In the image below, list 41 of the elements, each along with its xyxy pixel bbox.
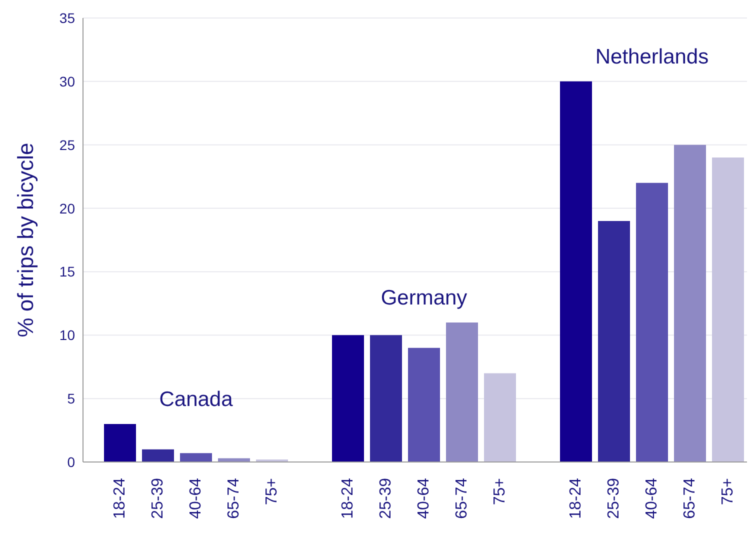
annotation: Canada bbox=[159, 388, 234, 412]
x-tick-label: 65-74 bbox=[682, 478, 698, 519]
x-tick-label: 40-64 bbox=[416, 478, 432, 519]
x-tick-label: 75+ bbox=[492, 478, 508, 506]
x-tick-label: 65-74 bbox=[226, 478, 242, 519]
x-tick-label: 75+ bbox=[720, 478, 736, 506]
y-tick-label: 30 bbox=[59, 73, 76, 90]
x-tick-label: 18-24 bbox=[340, 478, 356, 519]
bar bbox=[484, 373, 516, 462]
bar bbox=[332, 335, 364, 462]
x-tick-label: 25-39 bbox=[606, 478, 622, 519]
bar bbox=[104, 424, 136, 462]
x-tick-label: 40-64 bbox=[188, 478, 204, 519]
x-tick-label: 65-74 bbox=[454, 478, 470, 519]
bar bbox=[712, 158, 744, 462]
x-tick-label: 25-39 bbox=[150, 478, 166, 519]
annotation: Germany bbox=[380, 286, 468, 310]
y-tick-label: 10 bbox=[59, 327, 76, 344]
bar bbox=[370, 335, 402, 462]
y-tick-label: 15 bbox=[59, 264, 76, 280]
y-tick-label: 20 bbox=[59, 200, 76, 216]
y-axis-title: % of trips by bicycle bbox=[12, 142, 38, 338]
y-tick-label: 35 bbox=[59, 10, 76, 26]
y-tick-label: 25 bbox=[59, 136, 76, 153]
x-tick-label: 18-24 bbox=[112, 478, 128, 519]
x-tick-label: 75+ bbox=[264, 478, 280, 506]
bar bbox=[142, 449, 174, 462]
x-tick-label: 25-39 bbox=[378, 478, 394, 519]
annotation: Netherlands bbox=[595, 46, 709, 69]
y-tick-label: 5 bbox=[67, 390, 76, 407]
bar bbox=[560, 81, 592, 462]
x-tick-label: 18-24 bbox=[568, 478, 584, 519]
bar bbox=[218, 458, 250, 462]
x-tick-label: 40-64 bbox=[644, 478, 660, 519]
bar bbox=[598, 220, 630, 462]
bar bbox=[446, 322, 478, 462]
bar bbox=[180, 453, 212, 462]
bar bbox=[674, 144, 706, 462]
bar bbox=[408, 348, 440, 462]
bar bbox=[636, 182, 668, 462]
y-tick-label: 0 bbox=[67, 454, 76, 470]
